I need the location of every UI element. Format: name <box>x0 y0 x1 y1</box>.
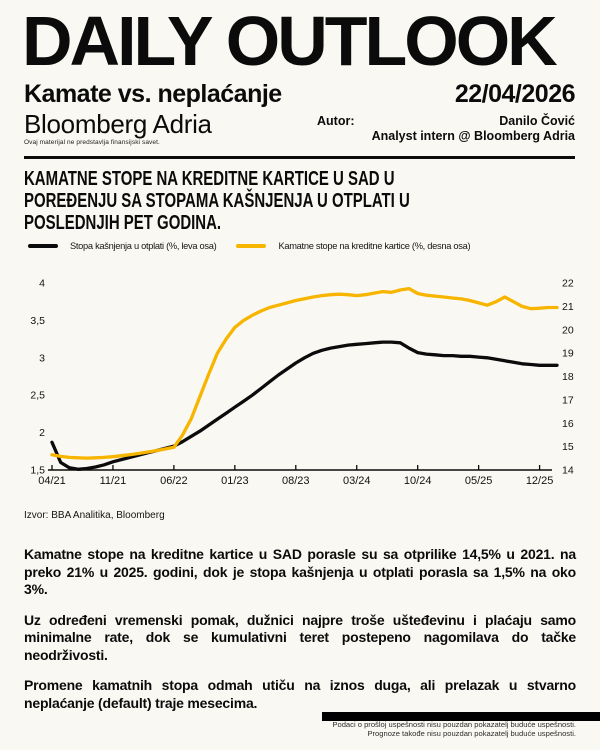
paragraph-1-line-3: 3%. <box>24 581 48 597</box>
svg-text:1,5: 1,5 <box>30 465 45 477</box>
headline-line-3: POSLEDNJIH PET GODINA. <box>24 210 222 234</box>
paragraph-3-line-1: Promene kamatnih stopa odmah utiču na iz… <box>24 677 576 693</box>
paragraph-3: Promene kamatnih stopa odmah utiču na iz… <box>24 677 576 712</box>
header-disclaimer: Ovaj materijal ne predstavlja finansijsk… <box>24 139 160 146</box>
paragraph-2-line-2: minimalne rate, dok se kumulativni teret… <box>24 629 576 645</box>
svg-text:08/23: 08/23 <box>282 475 310 487</box>
svg-text:15: 15 <box>562 441 574 453</box>
chart-legend: Stopa kašnjenja u otplati (%, leva osa) … <box>28 241 471 251</box>
svg-text:14: 14 <box>562 465 574 477</box>
svg-text:21: 21 <box>562 301 574 313</box>
legend-swatch-delinquency-line <box>28 244 58 248</box>
legend-swatch-interest-line <box>236 244 267 248</box>
author-role: Analyst intern @ Bloomberg Adria <box>371 129 575 143</box>
svg-text:4: 4 <box>39 278 45 290</box>
headline-line-2: POREĐENJU SA STOPAMA KAŠNJENJA U OTPLATI… <box>24 188 410 212</box>
svg-text:16: 16 <box>562 418 574 430</box>
header-divider <box>24 156 575 159</box>
svg-text:01/23: 01/23 <box>221 475 249 487</box>
svg-text:19: 19 <box>562 348 574 360</box>
svg-text:12/25: 12/25 <box>526 475 554 487</box>
page-title: DAILY OUTLOOK <box>22 2 558 80</box>
dual-axis-line-chart: 04/21 11/21 06/22 01/23 08/23 03/24 10/24 05/25… <box>0 273 600 488</box>
article-body: Kamatne stope na kreditne kartice u SAD … <box>24 546 576 725</box>
svg-text:2,5: 2,5 <box>30 390 45 402</box>
paragraph-2-line-3: neodrživosti. <box>24 646 108 663</box>
svg-text:22: 22 <box>562 278 574 290</box>
edition-row: Kamate vs. neplaćanje 22/04/2026 <box>24 80 576 109</box>
author-name: Danilo Čović <box>499 114 575 128</box>
svg-text:3,5: 3,5 <box>30 315 45 327</box>
svg-text:20: 20 <box>562 324 574 336</box>
svg-text:10/24: 10/24 <box>404 475 432 487</box>
author-label: Autor: <box>317 114 355 128</box>
legend-item-interest: Kamatne stope na kreditne kartice (%, de… <box>236 241 471 251</box>
author-block: Autor: Danilo Čović Analyst intern @ Blo… <box>317 114 575 144</box>
brand-name: Bloomberg Adria <box>24 109 212 139</box>
paragraph-1-line-2: preko 21% u 2025. godini, dok je stopa k… <box>24 563 576 580</box>
svg-text:11/21: 11/21 <box>100 475 127 487</box>
svg-text:06/22: 06/22 <box>160 475 188 487</box>
article-headline: KAMATNE STOPE NA KREDITNE KARTICE U SAD … <box>24 168 410 233</box>
paragraph-2: Uz određeni vremenski pomak, dužnici naj… <box>24 612 576 665</box>
svg-text:03/24: 03/24 <box>343 475 371 487</box>
paragraph-2-line-1: Uz određeni vremenski pomak, dužnici naj… <box>24 611 576 628</box>
paragraph-1: Kamatne stope na kreditne kartice u SAD … <box>24 546 576 599</box>
svg-text:17: 17 <box>562 394 574 406</box>
headline-line-1: KAMATNE STOPE NA KREDITNE KARTICE U SAD … <box>24 167 395 190</box>
paragraph-3-line-2: neplaćanje (default) traje mesecima. <box>24 694 258 711</box>
legend-label-delinquency: Stopa kašnjenja u otplati (%, leva osa) <box>70 241 217 251</box>
edition-subtitle: Kamate vs. neplaćanje <box>24 80 282 108</box>
edition-date: 22/04/2026 <box>454 80 576 108</box>
chart-source: Izvor: BBA Analitika, Bloomberg <box>24 510 165 521</box>
svg-text:3: 3 <box>39 352 45 364</box>
footer-disclaimer: Podaci o prošloj uspešnosti nisu pouzdan… <box>332 720 576 739</box>
svg-text:05/25: 05/25 <box>465 475 493 487</box>
legend-label-interest: Kamatne stope na kreditne kartice (%, de… <box>278 241 471 251</box>
footer-disclaimer-line-1: Podaci o prošloj uspešnosti nisu pouzdan… <box>332 720 576 729</box>
footer-accent-bar <box>322 712 600 721</box>
svg-text:04/21: 04/21 <box>38 475 66 487</box>
footer-disclaimer-line-2: Prognoze takođe nisu pouzdan pokazatelj … <box>367 728 576 738</box>
svg-text:18: 18 <box>562 371 574 383</box>
svg-text:2: 2 <box>39 427 45 439</box>
paragraph-1-line-1: Kamatne stope na kreditne kartice u SAD … <box>24 546 576 562</box>
